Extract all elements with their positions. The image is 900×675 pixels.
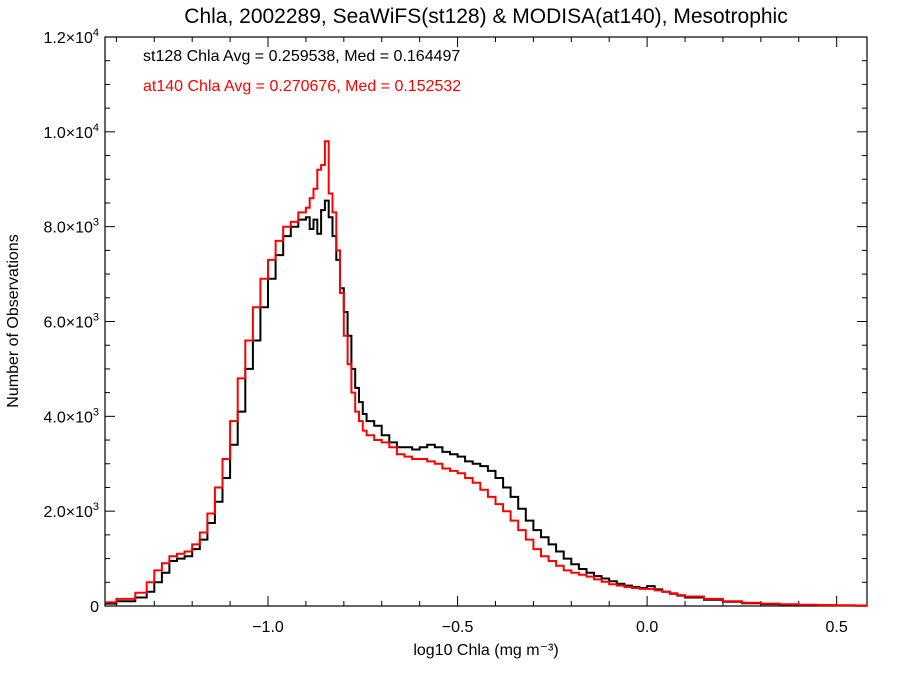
axis-ticks [105,36,867,607]
x-axis-label: log10 Chla (mg m⁻³) [413,642,558,659]
y-tick-label: 8.0×103 [43,217,99,237]
x-tick-label: −0.5 [442,619,474,636]
x-tick-label: 0.0 [636,619,658,636]
plot-frame [104,36,868,607]
y-tick-label: 0 [90,599,99,616]
y-tick-label: 6.0×103 [43,312,99,332]
y-tick-label: 1.0×104 [43,122,99,142]
y-tick-label: 2.0×103 [43,501,99,521]
chart-title: Chla, 2002289, SeaWiFS(st128) & MODISA(a… [184,5,787,28]
tick-labels: −1.0 −0.5 0.0 0.5 0 2.0×103 4.0×103 6.0×103 8.0×… [43,27,847,636]
y-tick-label: 1.2×104 [43,27,99,47]
series-layer [105,140,867,607]
series-line-0 [105,199,867,607]
y-axis-label: Number of Observations [5,234,22,407]
y-tick-label: 4.0×103 [43,406,99,426]
x-tick-label: −1.0 [252,619,284,636]
series-line-1 [105,140,867,607]
annotation-at140: at140 Chla Avg = 0.270676, Med = 0.15253… [143,78,461,95]
x-tick-label: 0.5 [826,619,848,636]
annotation-st128: st128 Chla Avg = 0.259538, Med = 0.16449… [143,48,460,65]
